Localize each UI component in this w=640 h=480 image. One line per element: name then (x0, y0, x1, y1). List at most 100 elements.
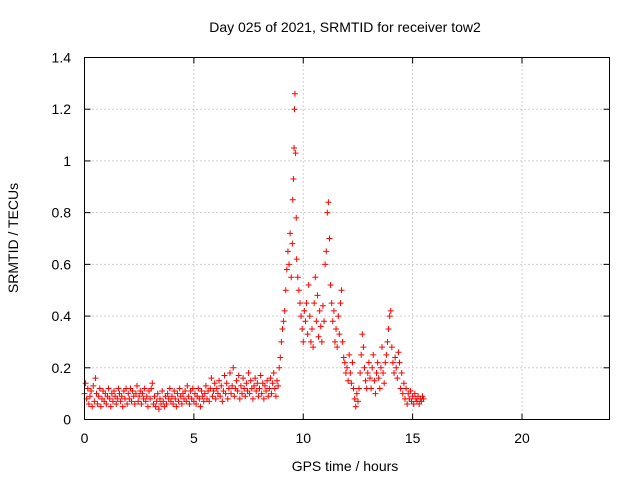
data-point (336, 331, 343, 338)
data-point (195, 385, 202, 392)
data-point (266, 385, 273, 392)
data-point (399, 390, 406, 397)
data-point (184, 382, 191, 389)
data-point (345, 377, 352, 384)
data-point (170, 400, 177, 407)
data-point (148, 385, 155, 392)
data-point (247, 377, 254, 384)
data-point (219, 398, 226, 405)
grid-lines (84, 57, 610, 420)
data-point (147, 395, 154, 402)
data-point (294, 274, 301, 281)
data-point (359, 331, 366, 338)
y-tick-label: 1.2 (52, 101, 72, 117)
data-point (419, 393, 426, 400)
data-point (339, 338, 346, 345)
y-tick-label: 1.4 (52, 50, 72, 66)
data-point (222, 390, 229, 397)
data-point (368, 385, 375, 392)
data-point (347, 369, 354, 376)
data-point (183, 398, 190, 405)
data-point (118, 393, 125, 400)
x-tick-label: 5 (190, 430, 198, 446)
data-point (141, 385, 148, 392)
data-point (166, 385, 173, 392)
data-point (295, 287, 302, 294)
data-point (132, 390, 139, 397)
data-point (152, 403, 159, 410)
data-point (276, 364, 283, 371)
data-point (212, 395, 219, 402)
data-point (175, 398, 182, 405)
data-point (376, 385, 383, 392)
data-point (352, 403, 359, 410)
data-point (382, 359, 389, 366)
y-tick-label: 0.6 (52, 256, 72, 272)
data-point (186, 400, 193, 407)
data-point (173, 403, 180, 410)
data-point (291, 90, 298, 97)
data-point (240, 375, 247, 382)
data-point (317, 323, 324, 330)
data-point (236, 395, 243, 402)
data-point (302, 318, 309, 325)
data-point (246, 390, 253, 397)
data-point (156, 395, 163, 402)
data-point (354, 398, 361, 405)
data-point (242, 393, 249, 400)
data-point (265, 393, 272, 400)
data-point (395, 349, 402, 356)
data-point (291, 106, 298, 113)
data-point (106, 395, 113, 402)
data-point (107, 403, 114, 410)
data-point (318, 338, 325, 345)
data-point (281, 307, 288, 314)
data-point (103, 400, 110, 407)
data-point (260, 395, 267, 402)
data-point (392, 354, 399, 361)
data-point (217, 393, 224, 400)
data-point (241, 385, 248, 392)
data-point (233, 377, 240, 384)
data-point (293, 256, 300, 263)
y-tick-label: 0 (63, 412, 71, 428)
data-point (131, 400, 138, 407)
data-point (89, 403, 96, 410)
data-point (420, 395, 427, 402)
data-point (331, 338, 338, 345)
data-point (264, 377, 271, 384)
data-point (388, 344, 395, 351)
data-point (243, 380, 250, 387)
data-point (381, 380, 388, 387)
data-point (254, 380, 261, 387)
data-point (200, 398, 207, 405)
data-point (385, 326, 392, 332)
y-tick-label: 0.8 (52, 205, 72, 221)
data-point (309, 326, 315, 332)
data-point (374, 359, 381, 366)
data-point (313, 318, 320, 325)
data-point (228, 390, 235, 397)
data-point (211, 380, 218, 387)
data-point (316, 307, 323, 314)
data-point (151, 393, 158, 400)
data-point (114, 395, 121, 402)
data-point (129, 388, 136, 395)
data-point (407, 388, 414, 395)
data-point (362, 377, 369, 384)
data-point (311, 300, 318, 307)
data-point (300, 338, 307, 345)
data-point (328, 300, 335, 307)
data-point (153, 398, 160, 405)
data-point (171, 388, 178, 395)
data-point (373, 369, 380, 376)
data-point (377, 364, 384, 371)
data-point (263, 388, 270, 395)
y-tick-label: 0.2 (52, 360, 72, 376)
data-point (371, 377, 378, 384)
data-point (245, 369, 252, 376)
data-point (91, 398, 98, 405)
data-point (279, 326, 286, 332)
data-point (289, 196, 296, 203)
data-point (341, 359, 348, 366)
